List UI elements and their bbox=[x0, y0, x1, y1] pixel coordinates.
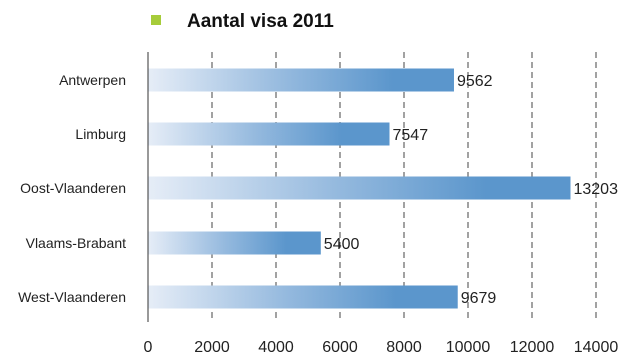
bars bbox=[148, 68, 571, 309]
x-tick-labels: 0 2000 4000 6000 8000 10000 12000 14000 bbox=[144, 339, 619, 356]
value-label: 9679 bbox=[461, 290, 497, 307]
bar-limburg bbox=[148, 122, 390, 146]
category-label: Limburg bbox=[75, 126, 126, 142]
bar-vlaams-brabant bbox=[148, 231, 321, 255]
legend-marker bbox=[151, 15, 161, 25]
value-label: 7547 bbox=[393, 127, 429, 144]
category-labels: Antwerpen Limburg Oost-Vlaanderen Vlaams-Br… bbox=[18, 72, 126, 305]
value-label: 5400 bbox=[324, 236, 360, 253]
bar-west-vlaanderen bbox=[148, 285, 458, 309]
value-label: 13203 bbox=[573, 181, 618, 198]
x-tick-label: 0 bbox=[144, 339, 153, 356]
category-label: West-Vlaanderen bbox=[18, 289, 126, 305]
category-label: Oost-Vlaanderen bbox=[20, 180, 126, 196]
value-label: 9562 bbox=[457, 73, 493, 90]
x-tick-label: 6000 bbox=[322, 339, 358, 356]
x-tick-label: 14000 bbox=[574, 339, 619, 356]
x-tick-label: 8000 bbox=[386, 339, 422, 356]
bar-antwerpen bbox=[148, 68, 454, 92]
x-tick-label: 4000 bbox=[258, 339, 294, 356]
legend-label: Aantal visa 2011 bbox=[187, 11, 334, 32]
bar-oost-vlaanderen bbox=[148, 176, 571, 200]
value-labels: 9562 7547 13203 5400 9679 bbox=[324, 73, 618, 307]
category-label: Vlaams-Brabant bbox=[26, 235, 126, 251]
legend: Aantal visa 2011 bbox=[151, 11, 334, 32]
x-tick-label: 2000 bbox=[194, 339, 230, 356]
x-tick-label: 10000 bbox=[446, 339, 491, 356]
category-label: Antwerpen bbox=[59, 72, 126, 88]
x-tick-label: 12000 bbox=[510, 339, 555, 356]
